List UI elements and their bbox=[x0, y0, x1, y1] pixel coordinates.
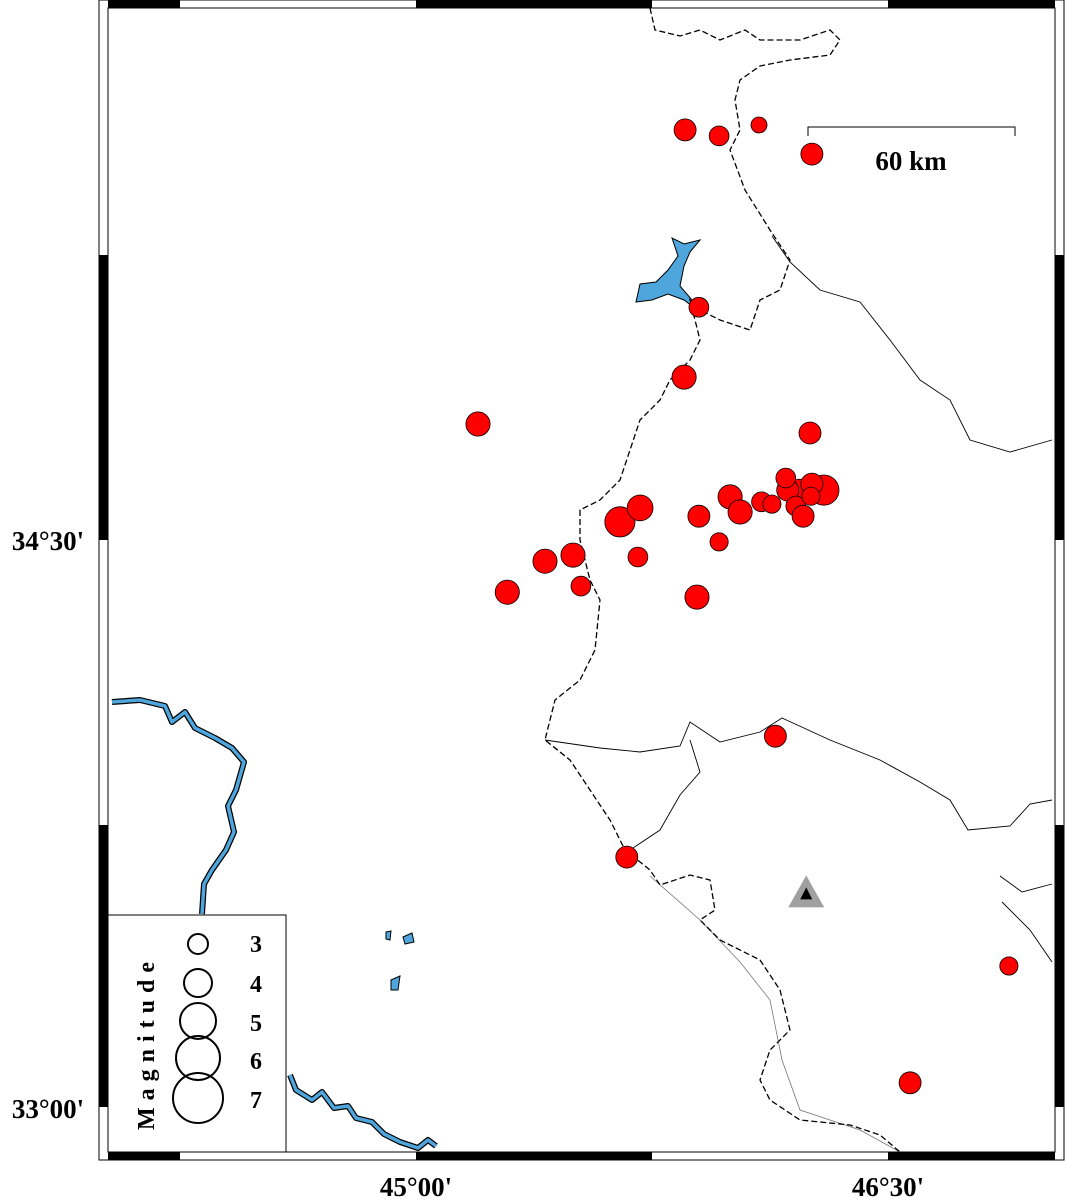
scale-bar-label: 60 km bbox=[875, 146, 947, 176]
international-border bbox=[544, 7, 901, 1153]
earthquake-event bbox=[465, 411, 491, 437]
earthquake-event bbox=[727, 499, 753, 525]
lake bbox=[635, 237, 702, 313]
earthquake-event bbox=[999, 956, 1019, 976]
earthquake-event bbox=[800, 142, 824, 166]
earthquake-events bbox=[465, 116, 1019, 1095]
earthquake-event bbox=[560, 542, 586, 568]
earthquake-event bbox=[708, 125, 730, 147]
legend-symbol-4 bbox=[183, 968, 213, 998]
earthquake-event bbox=[750, 116, 768, 134]
magnitude-legend: Magnitude 3 4 5 6 7 bbox=[107, 914, 287, 1153]
scale-bar: 60 km bbox=[807, 126, 1016, 176]
lat-label-33: 33°00' bbox=[12, 1094, 84, 1124]
lat-label-34-30: 34°30' bbox=[12, 526, 84, 556]
earthquake-event bbox=[626, 494, 654, 522]
legend-label-3: 3 bbox=[250, 932, 262, 958]
islands bbox=[385, 930, 415, 991]
earthquake-event bbox=[775, 467, 797, 489]
gray-boundary bbox=[649, 875, 901, 1153]
earthquake-event bbox=[687, 504, 711, 528]
legend-label-4: 4 bbox=[250, 972, 262, 998]
earthquake-event bbox=[570, 575, 592, 597]
legend-label-6: 6 bbox=[250, 1049, 262, 1075]
lon-label-46-30: 46°30' bbox=[852, 1172, 924, 1200]
earthquake-event bbox=[684, 584, 710, 610]
legend-label-5: 5 bbox=[250, 1011, 262, 1037]
legend-symbol-5 bbox=[179, 1002, 217, 1040]
earthquake-event bbox=[615, 845, 639, 869]
earthquake-event bbox=[604, 506, 636, 538]
earthquake-event bbox=[764, 724, 787, 748]
legend-symbol-7 bbox=[172, 1072, 224, 1124]
earthquake-event bbox=[798, 421, 822, 445]
earthquake-event bbox=[671, 364, 697, 390]
earthquake-event bbox=[898, 1071, 922, 1095]
earthquake-event bbox=[532, 548, 558, 574]
legend-symbol-3 bbox=[187, 933, 209, 955]
legend-symbol-6 bbox=[175, 1035, 221, 1081]
legend-title: Magnitude bbox=[134, 955, 160, 1130]
earthquake-event bbox=[791, 504, 815, 528]
admin-boundaries bbox=[544, 235, 1053, 963]
earthquake-event bbox=[801, 486, 821, 506]
earthquake-event bbox=[673, 118, 697, 142]
earthquake-event bbox=[688, 296, 710, 318]
earthquake-event bbox=[709, 532, 729, 552]
station-triangle-icon bbox=[788, 875, 825, 908]
legend-label-7: 7 bbox=[250, 1088, 262, 1114]
earthquake-event bbox=[762, 494, 782, 514]
earthquake-event bbox=[627, 546, 649, 568]
lon-label-45: 45°00' bbox=[380, 1172, 452, 1200]
earthquake-event bbox=[494, 579, 520, 605]
